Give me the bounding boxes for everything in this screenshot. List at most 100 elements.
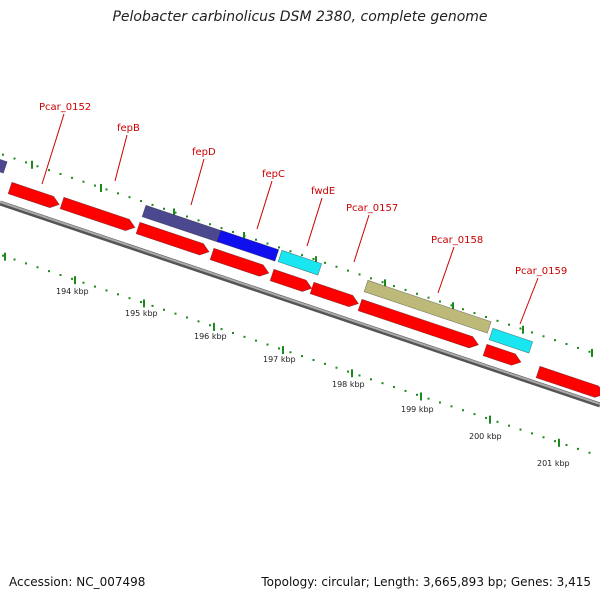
lower-minor-tick (312, 359, 315, 361)
feature-fepd-strand (135, 221, 210, 256)
lower-minor-tick (519, 428, 522, 431)
pointer-fepc (256, 180, 273, 230)
lower-minor-tick (13, 258, 16, 261)
pointer-fepb (114, 134, 128, 182)
lower-minor-tick (266, 343, 269, 346)
pointer-fepd (190, 158, 205, 206)
lower-minor-tick (565, 444, 568, 447)
lower-minor-tick (94, 285, 96, 288)
upper-minor-tick (381, 281, 384, 284)
upper-minor-tick (542, 335, 545, 338)
gene-label-fepd: fepD (192, 147, 216, 158)
lower-minor-tick (588, 451, 591, 454)
lower-minor-tick (197, 320, 200, 323)
gene-labels: Pcar_0152 fepB fepD fepC fwdE Pcar_0157 … (39, 102, 567, 277)
gene-label-fwde: fwdE (311, 186, 335, 197)
label-pointers (41, 113, 539, 325)
upper-minor-tick (358, 273, 361, 276)
upper-minor-tick (209, 223, 211, 226)
gene-label-pcar-0159: Pcar_0159 (515, 266, 567, 277)
lower-minor-tick (416, 393, 418, 396)
feature-fepc (216, 229, 280, 262)
upper-minor-tick (82, 180, 85, 183)
upper-minor-tick (416, 292, 418, 295)
feature-offscreen-left (0, 156, 8, 174)
upper-minor-tick (301, 254, 303, 257)
upper-minor-tick (163, 207, 165, 210)
lower-minor-tick (243, 335, 246, 338)
kbp-label-198: 198 kbp (332, 380, 365, 389)
upper-minor-tick (220, 227, 223, 230)
upper-minor-tick (393, 285, 395, 288)
upper-minor-tick (496, 319, 499, 322)
lower-minor-tick (82, 281, 85, 284)
lower-minor-tick (48, 270, 50, 273)
lower-minor-tick (71, 277, 73, 280)
pointer-pcar-0152 (41, 113, 65, 185)
upper-minor-tick (404, 288, 407, 291)
lower-minor-tick (542, 436, 545, 439)
lower-minor-tick (220, 328, 223, 331)
lower-minor-tick (462, 409, 464, 412)
lower-minor-tick (324, 362, 326, 365)
lower-minor-tick (347, 370, 349, 373)
upper-minor-tick (439, 300, 441, 303)
upper-minor-tick (289, 250, 292, 253)
genome-title: Pelobacter carbinolicus DSM 2380, comple… (112, 9, 488, 25)
upper-minor-tick (117, 192, 119, 195)
lower-minor-tick (381, 382, 384, 385)
upper-minor-tick (565, 343, 568, 346)
lower-minor-tick (508, 424, 510, 427)
lower-minor-tick (2, 254, 4, 257)
kbp-label-194: 194 kbp (56, 287, 89, 296)
lower-minor-tick (473, 413, 476, 416)
lower-minor-tick (554, 440, 556, 443)
lower-minor-tick (439, 401, 441, 404)
feature-pcar-0157 (309, 281, 359, 308)
feature-pcar-0158 (363, 279, 492, 334)
feature-fwde (277, 249, 323, 276)
upper-minor-tick (2, 153, 4, 156)
upper-minor-tick (94, 184, 96, 187)
lower-minor-tick (36, 266, 39, 269)
upper-minor-tick (48, 169, 50, 172)
upper-minor-tick (531, 331, 533, 334)
feature-track (0, 156, 600, 398)
lower-minor-tick (174, 312, 177, 315)
gene-label-pcar-0157: Pcar_0157 (346, 203, 398, 214)
upper-minor-tick (25, 161, 27, 164)
kbp-label-196: 196 kbp (194, 332, 227, 341)
upper-minor-tick (197, 219, 200, 222)
upper-minor-tick (232, 230, 234, 233)
upper-minor-tick (588, 350, 591, 353)
lower-minor-tick (485, 416, 487, 419)
lower-minor-tick (278, 347, 280, 350)
upper-minor-tick (485, 315, 487, 318)
upper-minor-tick (186, 215, 188, 218)
accession-text: Accession: NC_007498 (9, 575, 146, 589)
lower-minor-tick (232, 331, 234, 334)
lower-minor-tick (427, 397, 430, 400)
pointer-pcar-0158 (437, 246, 455, 294)
upper-minor-tick (36, 165, 39, 168)
upper-minor-tick (266, 242, 269, 245)
lower-tick-track (2, 252, 591, 454)
upper-minor-tick (427, 296, 430, 299)
upper-minor-tick (577, 346, 579, 349)
lower-minor-tick (105, 289, 108, 292)
lower-minor-tick (25, 262, 27, 265)
genome-stats-text: Topology: circular; Length: 3,665,893 bp… (261, 575, 591, 589)
lower-minor-tick (151, 304, 154, 307)
upper-minor-tick (71, 176, 73, 179)
feature-fwde-strand (269, 268, 313, 292)
gene-label-fepb: fepB (117, 123, 140, 134)
lower-minor-tick (209, 324, 211, 327)
feature-pcar-0158-strand (357, 298, 479, 349)
upper-minor-tick (312, 258, 315, 260)
lower-minor-tick (128, 297, 131, 300)
lower-minor-tick (186, 316, 188, 319)
upper-minor-tick (335, 265, 338, 268)
upper-minor-tick (347, 269, 349, 272)
upper-minor-tick (462, 308, 464, 311)
